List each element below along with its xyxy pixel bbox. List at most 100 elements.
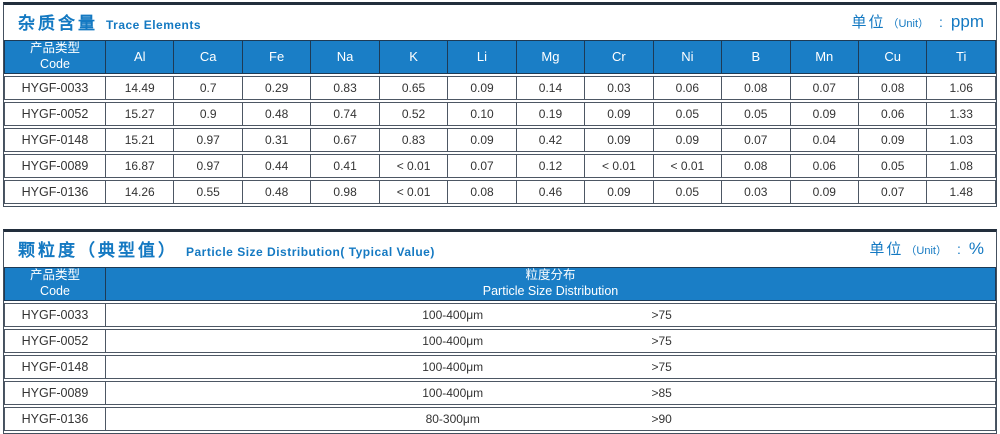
product-code: HYGF-0148 bbox=[4, 355, 106, 379]
percentage-value: >85 bbox=[651, 386, 672, 400]
code-header-en: Code bbox=[40, 57, 70, 71]
distribution-cell: 100-400μm >75 bbox=[106, 329, 996, 353]
value-cell: 1.33 bbox=[927, 102, 996, 126]
column-header-mn: Mn bbox=[790, 40, 859, 74]
value-cell: 0.65 bbox=[379, 76, 449, 100]
column-header-ni: Ni bbox=[653, 40, 723, 74]
size-range: 80-300μm bbox=[425, 412, 480, 426]
product-code: HYGF-0033 bbox=[4, 303, 106, 327]
particle-unit-colon: : bbox=[956, 241, 961, 257]
value-cell: 0.83 bbox=[311, 76, 380, 100]
value-cell: 0.05 bbox=[858, 154, 928, 178]
distribution-cell: 80-300μm >90 bbox=[106, 407, 996, 431]
value-cell: 0.08 bbox=[722, 154, 791, 178]
percentage-value: >75 bbox=[651, 334, 672, 348]
column-header-fe: Fe bbox=[242, 40, 312, 74]
particle-header-row: 产品类型 Code 粒度分布 Particle Size Distributio… bbox=[4, 267, 996, 301]
particle-unit-label-en: （Unit） bbox=[905, 245, 947, 257]
value-cell: 0.98 bbox=[311, 180, 380, 204]
value-cell: 1.48 bbox=[927, 180, 996, 204]
trace-titlebar: 杂质含量 Trace Elements 单位 （Unit） : ppm bbox=[4, 5, 996, 38]
trace-unit-value: ppm bbox=[950, 12, 984, 31]
value-cell: 0.09 bbox=[653, 128, 723, 152]
value-cell: 0.9 bbox=[174, 102, 243, 126]
table-row: HYGF-0089 16.87 0.97 0.44 0.41 < 0.01 0.07 0.12… bbox=[4, 154, 996, 178]
table-row: HYGF-0089 100-400μm >85 bbox=[4, 381, 996, 405]
column-header-al: Al bbox=[106, 40, 175, 74]
percentage-value: >90 bbox=[651, 412, 672, 426]
size-range: 100-400μm bbox=[422, 386, 484, 400]
code-header-zh: 产品类型 bbox=[29, 268, 80, 283]
value-cell: 0.09 bbox=[448, 76, 517, 100]
value-cell: 0.05 bbox=[653, 180, 723, 204]
distribution-cell: 100-400μm >85 bbox=[106, 381, 996, 405]
size-range: 100-400μm bbox=[422, 334, 484, 348]
distribution-cell: 100-400μm >75 bbox=[106, 355, 996, 379]
value-cell: 0.09 bbox=[790, 180, 859, 204]
value-cell: 0.03 bbox=[585, 76, 654, 100]
value-cell: 0.09 bbox=[448, 128, 517, 152]
value-cell: 14.49 bbox=[106, 76, 175, 100]
product-code: HYGF-0033 bbox=[4, 76, 106, 100]
product-code: HYGF-0148 bbox=[4, 128, 106, 152]
value-cell: 1.06 bbox=[927, 76, 996, 100]
particle-size-section: 颗粒度（典型值） Particle Size Distribution( Typ… bbox=[3, 229, 997, 434]
value-cell: 0.09 bbox=[585, 102, 654, 126]
value-cell: 0.06 bbox=[653, 76, 723, 100]
size-range: 100-400μm bbox=[422, 360, 484, 374]
value-cell: 0.06 bbox=[858, 102, 928, 126]
value-cell: 0.09 bbox=[585, 180, 654, 204]
column-header-code: 产品类型 Code bbox=[4, 267, 106, 301]
value-cell: 15.27 bbox=[106, 102, 175, 126]
value-cell: 0.97 bbox=[174, 128, 243, 152]
product-code: HYGF-0089 bbox=[4, 381, 106, 405]
value-cell: < 0.01 bbox=[585, 154, 654, 178]
value-cell: 0.08 bbox=[722, 76, 791, 100]
value-cell: 0.46 bbox=[516, 180, 586, 204]
particle-table-body: HYGF-0033 100-400μm >75 HYGF-0052 100-400μm >… bbox=[4, 303, 996, 431]
value-cell: 0.09 bbox=[585, 128, 654, 152]
trace-title-en: Trace Elements bbox=[106, 18, 202, 32]
value-cell: 0.10 bbox=[448, 102, 517, 126]
product-code: HYGF-0052 bbox=[4, 329, 106, 353]
particle-title-zh: 颗粒度（典型值） bbox=[18, 241, 178, 260]
value-cell: 0.48 bbox=[242, 102, 312, 126]
percentage-value: >75 bbox=[651, 308, 672, 322]
value-cell: 0.74 bbox=[311, 102, 380, 126]
value-cell: 0.44 bbox=[242, 154, 312, 178]
value-cell: 16.87 bbox=[106, 154, 175, 178]
column-header-li: Li bbox=[448, 40, 517, 74]
value-cell: 0.19 bbox=[516, 102, 586, 126]
trace-elements-section: 杂质含量 Trace Elements 单位 （Unit） : ppm 产品类型… bbox=[3, 2, 997, 207]
value-cell: 0.48 bbox=[242, 180, 312, 204]
table-row: HYGF-0148 100-400μm >75 bbox=[4, 355, 996, 379]
value-cell: 0.05 bbox=[653, 102, 723, 126]
column-header-code: 产品类型 Code bbox=[4, 40, 106, 74]
particle-size-table: 产品类型 Code 粒度分布 Particle Size Distributio… bbox=[4, 265, 996, 433]
value-cell: 0.67 bbox=[311, 128, 380, 152]
value-cell: 1.08 bbox=[927, 154, 996, 178]
value-cell: 0.41 bbox=[311, 154, 380, 178]
product-code: HYGF-0136 bbox=[4, 407, 106, 431]
trace-elements-table: 产品类型 Code Al Ca Fe Na K Li Mg Cr Ni B Mn Cu Ti HYGF-… bbox=[4, 38, 996, 206]
column-header-b: B bbox=[722, 40, 791, 74]
column-header-ca: Ca bbox=[174, 40, 243, 74]
value-cell: 0.7 bbox=[174, 76, 243, 100]
value-cell: 0.07 bbox=[858, 180, 928, 204]
value-cell: 0.09 bbox=[858, 128, 928, 152]
particle-titlebar: 颗粒度（典型值） Particle Size Distribution( Typ… bbox=[4, 232, 996, 265]
particle-unit: 单位 （Unit） : % bbox=[869, 238, 984, 259]
column-header-k: K bbox=[379, 40, 449, 74]
value-cell: < 0.01 bbox=[653, 154, 723, 178]
value-cell: 15.21 bbox=[106, 128, 175, 152]
value-cell: 0.31 bbox=[242, 128, 312, 152]
product-code: HYGF-0136 bbox=[4, 180, 106, 204]
code-header-zh: 产品类型 bbox=[29, 41, 80, 56]
value-cell: 0.12 bbox=[516, 154, 586, 178]
column-header-cr: Cr bbox=[585, 40, 654, 74]
table-row: HYGF-0033 100-400μm >75 bbox=[4, 303, 996, 327]
distribution-cell: 100-400μm >75 bbox=[106, 303, 996, 327]
value-cell: 0.14 bbox=[516, 76, 586, 100]
table-row: HYGF-0052 100-400μm >75 bbox=[4, 329, 996, 353]
value-cell: 0.07 bbox=[790, 76, 859, 100]
